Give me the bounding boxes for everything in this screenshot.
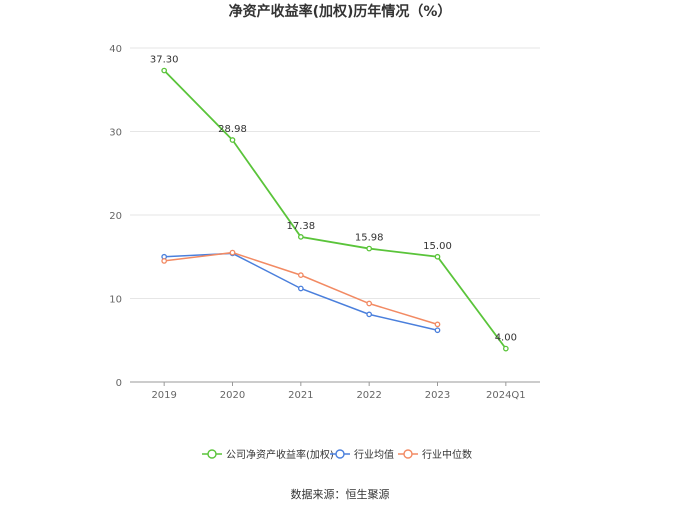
- data-point: [297, 234, 304, 240]
- legend-marker-icon: [335, 449, 345, 459]
- data-point: [434, 327, 441, 334]
- data-point: [502, 345, 509, 352]
- data-point: [434, 253, 441, 260]
- y-tick-label: 40: [109, 44, 122, 55]
- x-tick-label: 2022: [356, 390, 381, 401]
- y-axis: 0 10 20 30 40: [109, 44, 122, 389]
- y-tick-label: 10: [109, 295, 122, 306]
- data-label: 15.98: [355, 233, 384, 244]
- legend-marker-icon: [403, 449, 413, 459]
- data-point: [297, 285, 304, 292]
- x-tick-label: 2019: [151, 390, 176, 401]
- data-point: [161, 258, 168, 264]
- data-labels: 37.30 28.98 17.38 15.98 15.00 4.00: [150, 55, 517, 344]
- legend-item-1[interactable]: 行业均值: [330, 448, 394, 461]
- x-tick-label: 2020: [220, 390, 245, 401]
- x-axis: 2019 2020 2021 2022 2023 2024Q1: [130, 381, 540, 401]
- data-label: 15.00: [423, 241, 452, 252]
- data-point: [366, 300, 373, 307]
- data-label: 17.38: [287, 221, 316, 232]
- y-tick-label: 20: [109, 211, 122, 222]
- legend-label: 行业均值: [354, 448, 394, 461]
- data-point: [297, 272, 304, 278]
- series: [161, 67, 509, 352]
- series-line-0: [163, 69, 507, 350]
- legend-item-2[interactable]: 行业中位数: [398, 448, 472, 461]
- data-point: [229, 137, 236, 143]
- data-point: [366, 245, 373, 252]
- y-tick-label: 0: [116, 378, 122, 389]
- series-line-1: [164, 252, 438, 331]
- data-point: [366, 311, 373, 318]
- data-label: 28.98: [218, 124, 247, 135]
- chart-title: 净资产收益率(加权)历年情况（%）: [229, 3, 452, 20]
- legend-marker-icon: [207, 449, 217, 459]
- x-tick-label: 2023: [425, 390, 450, 401]
- data-label: 4.00: [495, 333, 517, 344]
- data-source: 数据来源：恒生聚源: [291, 487, 390, 501]
- legend[interactable]: 公司净资产收益率(加权) 行业均值 行业中位数: [202, 448, 472, 461]
- data-point: [229, 249, 236, 256]
- x-tick-label: 2024Q1: [486, 390, 526, 401]
- y-tick-label: 30: [109, 128, 122, 139]
- grid: [130, 47, 540, 299]
- data-point: [161, 67, 168, 74]
- legend-label: 公司净资产收益率(加权): [226, 448, 334, 461]
- data-label: 37.30: [150, 55, 179, 66]
- legend-label: 行业中位数: [422, 448, 472, 461]
- data-point: [434, 321, 441, 328]
- legend-item-0[interactable]: 公司净资产收益率(加权): [202, 448, 334, 461]
- x-tick-label: 2021: [288, 390, 313, 401]
